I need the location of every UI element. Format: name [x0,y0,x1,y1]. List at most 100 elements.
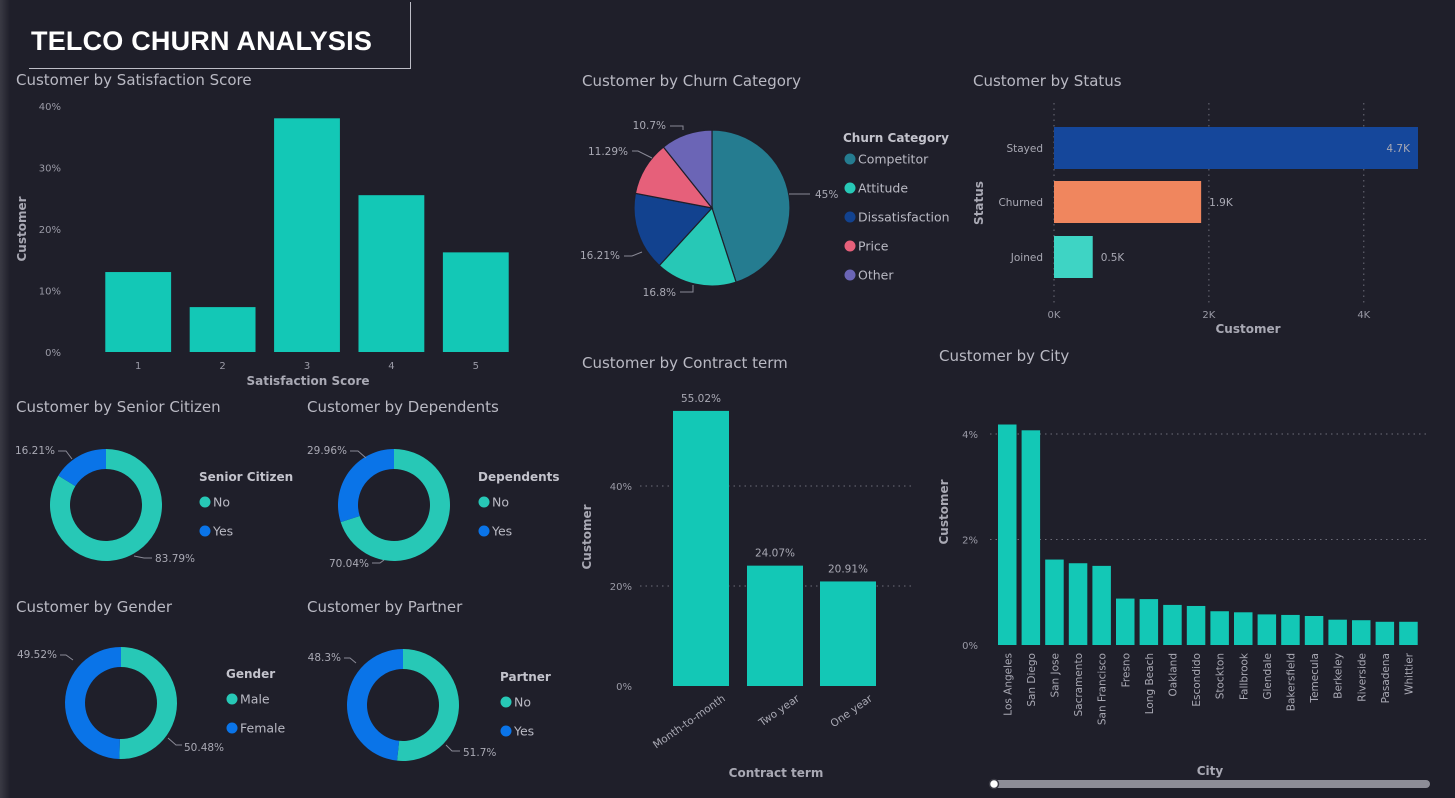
senior-legend-item: No [213,495,230,510]
gender-legend-marker [226,693,238,705]
status-chart-title: Customer by Status [973,72,1122,90]
city-xlabel: City [1197,764,1224,778]
contract-bar [820,581,876,686]
status-category-label: Churned [998,197,1043,209]
partner-slice [397,649,459,761]
contract-xtick: Two year [756,692,802,729]
contract-value-label: 55.02% [681,393,721,405]
churn-category-slice [711,129,791,283]
left-edge-shadow [0,0,10,798]
city-xtick: Riverside [1356,653,1368,702]
churn-category-legend-item: Other [858,268,894,283]
gender-chart-title: Customer by Gender [16,598,173,616]
city-xtick: Los Angeles [1002,653,1014,716]
city-bar [1352,620,1371,645]
satisfaction-xtick: 5 [473,361,479,372]
satisfaction-xtick: 3 [304,361,310,372]
contract-xtick: One year [828,692,875,730]
gender-legend-title: Gender [226,667,275,681]
title-frame [29,2,411,69]
senior-leader [133,555,152,559]
gender-value-label: 50.48% [184,742,224,754]
city-bar [1163,604,1182,645]
city-bar [1068,563,1088,645]
status-xtick: 0K [1048,310,1061,321]
city-bar [1186,605,1206,645]
city-xtick: Sacramento [1073,653,1085,717]
gender-legend-marker [226,722,238,734]
satisfaction-ytick: 0% [45,348,61,359]
city-bar [1092,565,1111,645]
churn-category-leader [632,150,653,159]
city-bar [1210,611,1229,645]
city-ylabel: Customer [937,479,951,544]
city-xtick: San Diego [1026,653,1038,707]
churn-category-legend-marker [844,269,856,281]
contract-value-label: 24.07% [755,548,795,560]
status-value-label: 0.5K [1101,252,1126,264]
city-scrollbar-track[interactable] [990,780,1430,788]
churn-category-slice [662,129,713,210]
status-bar [1054,127,1418,169]
churn-category-leader [624,251,643,257]
satisfaction-bar [442,252,509,352]
satisfaction-ylabel: Customer [15,196,29,261]
status-bar [1054,181,1202,223]
senior-slice [49,449,162,561]
city-xtick: Pasadena [1380,653,1392,703]
satisfaction-bar [189,307,256,352]
dependents-legend-item: Yes [491,524,512,539]
contract-xlabel: Contract term [729,766,824,780]
city-bar [1021,430,1041,645]
city-scrollbar-handle[interactable] [988,778,1000,790]
status-bar [1054,236,1093,278]
satisfaction-xtick: 1 [135,361,141,372]
gender-leader [60,654,74,661]
contract-bar [747,565,803,686]
senior-chart-title: Customer by Senior Citizen [16,398,221,416]
status-category-label: Stayed [1006,143,1043,155]
city-bar [1257,614,1277,645]
city-bar [1045,559,1064,645]
churn-category-slice [633,192,714,267]
city-ytick: 2% [962,536,978,547]
city-bar [1234,612,1253,645]
city-bar [1399,621,1418,645]
churn-category-legend-marker [844,153,856,165]
city-xtick: Bakersfield [1285,653,1297,711]
senior-value-label: 16.21% [15,445,55,457]
churn-category-value-label: 16.8% [643,287,676,299]
city-bar [998,424,1017,645]
city-xtick: Long Beach [1144,653,1156,714]
satisfaction-bar [358,195,425,352]
status-xlabel: Customer [1215,322,1280,336]
satisfaction-ytick: 30% [39,164,61,175]
gender-value-label: 49.52% [17,649,57,661]
churn-category-value-label: 10.7% [633,120,666,132]
satisfaction-bar [274,118,340,352]
churn-category-legend-marker [844,240,856,252]
churn-category-legend-marker [844,211,856,223]
churn-category-legend-item: Competitor [858,152,929,167]
gender-slice [64,647,121,759]
status-value-label: 4.7K [1386,143,1411,155]
senior-legend-title: Senior Citizen [199,470,293,484]
partner-legend-marker [500,696,512,708]
partner-value-label: 48.3% [308,652,341,664]
churn-category-legend-title: Churn Category [843,131,949,145]
city-xtick: Fresno [1120,653,1132,687]
churn-category-slice [658,206,737,287]
satisfaction-ytick: 10% [39,287,61,298]
senior-legend-marker [199,525,211,537]
satisfaction-xtick: 4 [388,361,394,372]
dashboard-title: TELCO CHURN ANALYSIS [31,26,373,56]
senior-value-label: 83.79% [155,553,195,565]
dependents-chart-title: Customer by Dependents [307,398,499,416]
city-bar [1328,619,1347,645]
dependents-value-label: 70.04% [329,558,369,570]
city-xtick: Temecula [1309,653,1321,704]
city-xtick: Oakland [1167,653,1179,696]
satisfaction-chart-title: Customer by Satisfaction Score [16,71,252,89]
satisfaction-ytick: 20% [39,225,61,236]
